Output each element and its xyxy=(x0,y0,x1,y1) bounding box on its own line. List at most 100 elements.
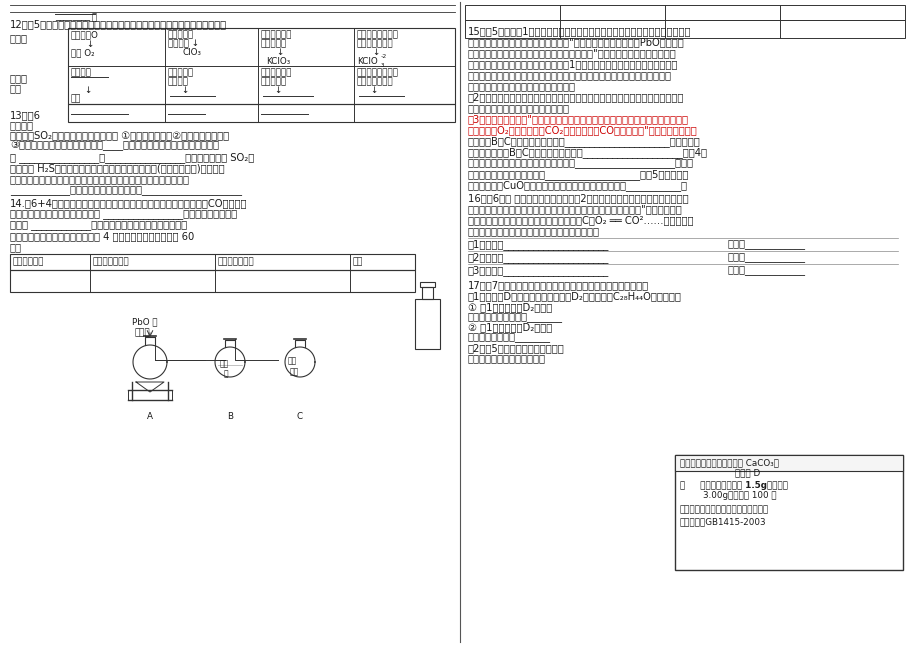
Text: 从环保角度考虑该实验装置有不足之处是____________________请你对: 从环保角度考虑该实验装置有不足之处是____________________请你… xyxy=(468,158,693,168)
Text: ↓: ↓ xyxy=(371,48,379,57)
Text: 践：: 践： xyxy=(10,83,22,93)
Text: （1）维生素D种类较多，其中维生素D₂的化学式为C₂₈H₄₄O，试计算：: （1）维生素D种类较多，其中维生素D₂的化学式为C₂₈H₄₄O，试计算： xyxy=(468,291,681,301)
Text: ________: ________ xyxy=(55,12,90,21)
Bar xyxy=(422,287,433,299)
Text: 在化学式中标注这: 在化学式中标注这 xyxy=(357,68,399,77)
Text: 一种元素: 一种元素 xyxy=(71,68,92,77)
Text: 17．（7分）某高钙片的标签如右，请仔细阅读后回答下列问题：: 17．（7分）某高钙片的标签如右，请仔细阅读后回答下列问题： xyxy=(468,280,649,290)
Text: 木炭粉: 木炭粉 xyxy=(135,328,151,337)
Text: （2）错误：_____________________: （2）错误：_____________________ xyxy=(468,252,608,263)
Text: ③亚硫酸钙和稀盐酸反应。你认为____最合适，其它两种不合适的理由分别: ③亚硫酸钙和稀盐酸反应。你认为____最合适，其它两种不合适的理由分别 xyxy=(10,141,219,151)
Text: 的原子团: 的原子团 xyxy=(168,77,188,86)
Bar xyxy=(675,455,902,570)
Text: PbO 和: PbO 和 xyxy=(131,317,157,326)
Text: 例如：____________: 例如：____________ xyxy=(727,252,805,262)
Text: 含有该原子团: 含有该原子团 xyxy=(261,30,292,39)
Text: 还原氧化铜的实验后，提出如下问题："木炭与氧化铅（化学式为PbO）反应生: 还原氧化铜的实验后，提出如下问题："木炭与氧化铅（化学式为PbO）反应生 xyxy=(468,37,684,47)
Text: B: B xyxy=(227,412,233,421)
Text: 该装置进行改进，具体措施是___________________。（5）根据上述: 该装置进行改进，具体措施是___________________。（5）根据上述 xyxy=(468,169,688,180)
Text: 含有该原子团: 含有该原子团 xyxy=(261,68,292,77)
Text: 。: 。 xyxy=(92,13,97,22)
Text: （3）错误：_____________________: （3）错误：_____________________ xyxy=(468,265,608,276)
Text: 的原子团 ↓: 的原子团 ↓ xyxy=(168,39,199,48)
Text: KClO₃: KClO₃ xyxy=(266,57,289,66)
Bar xyxy=(675,455,902,471)
Text: C: C xyxy=(297,412,302,421)
Text: -2: -2 xyxy=(380,54,387,59)
Bar xyxy=(464,20,904,38)
Text: 在化学式中标注这: 在化学式中标注这 xyxy=(357,30,399,39)
Text: 成铅的同时产生的气体一定全部是二氧化碳吗？"请你和他们一起对产物中气体: 成铅的同时产生的气体一定全部是二氧化碳吗？"请你和他们一起对产物中气体 xyxy=(468,48,676,58)
Bar xyxy=(464,5,904,20)
Text: 实验及木炭与CuO的反应，请你归纳出单质碳的一项用途___________。: 实验及木炭与CuO的反应，请你归纳出单质碳的一项用途___________。 xyxy=(468,180,687,191)
Text: 15．（5分）九（1）班化学兴趣小组成员张强、刘明和汪梅三同学在学习了木炭: 15．（5分）九（1）班化学兴趣小组成员张强、刘明和汪梅三同学在学习了木炭 xyxy=(468,26,691,36)
Text: 部是一氧化碳；刘明认为：反应产生的气体全部是二氧化碳；汪梅认为：反应: 部是一氧化碳；刘明认为：反应产生的气体全部是二氧化碳；汪梅认为：反应 xyxy=(468,70,671,80)
Text: 含有该元素: 含有该元素 xyxy=(168,30,194,39)
Text: 含     量：每片含碳酸钙 1.5g，每片重: 含 量：每片含碳酸钙 1.5g，每片重 xyxy=(679,481,788,490)
Text: 13．（6: 13．（6 xyxy=(10,110,41,120)
Text: 执行标准：GB1415-2003: 执行标准：GB1415-2003 xyxy=(679,517,766,526)
Text: 14.（6+4分）右图为一瓶无色气体，大家一起来探究。李军说可能是CO，闻闻就: 14.（6+4分）右图为一瓶无色气体，大家一起来探究。李军说可能是CO，闻闻就 xyxy=(10,198,247,208)
Text: 猜想正确，装置B、C中的实验现象分别是____________________。（4）: 猜想正确，装置B、C中的实验现象分别是____________________。… xyxy=(468,147,708,158)
Text: （1）错误：_____________________: （1）错误：_____________________ xyxy=(468,239,608,250)
Text: 维生素 D: 维生素 D xyxy=(734,468,759,477)
Text: 室要制取SO₂，小明查阅资料收集方案 ①硫在氧气中燃烧②亚硫酸钙高温分解: 室要制取SO₂，小明查阅资料收集方案 ①硫在氧气中燃烧②亚硫酸钙高温分解 xyxy=(10,130,229,140)
Text: （2）设计实验：根据各自的猜想，他们共同设计了实验，实验装置如图（他们在: （2）设计实验：根据各自的猜想，他们共同设计了实验，实验装置如图（他们在 xyxy=(468,92,684,102)
Text: ↓: ↓ xyxy=(84,86,91,95)
Text: 鸡血: 鸡血 xyxy=(289,367,299,376)
Text: 的一种物质: 的一种物质 xyxy=(261,39,287,48)
Text: 12．（5分）小强同学在学校化学晚会上进行化学用语接龙活动，我也来参与。: 12．（5分）小强同学在学校化学晚会上进行化学用语接龙活动，我也来参与。 xyxy=(10,19,227,29)
Text: 例如：____________: 例如：____________ xyxy=(727,239,805,249)
Text: 程式的时候，经常忘记写反应条件，例如：C＋O₂ ══ CO²……你在书写化: 程式的时候，经常忘记写反应条件，例如：C＋O₂ ══ CO²……你在书写化 xyxy=(468,215,693,225)
Text: 的一种物质: 的一种物质 xyxy=(261,77,287,86)
Text: 子、氢原子的个数比：_______: 子、氢原子的个数比：_______ xyxy=(468,312,562,322)
Text: 例如：____________: 例如：____________ xyxy=(727,265,805,275)
Text: 主要成分：碳酸钙（化学式 CaCO₃）: 主要成分：碳酸钙（化学式 CaCO₃） xyxy=(679,458,778,467)
Text: ↓: ↓ xyxy=(276,48,283,57)
Text: ____________，写出该反应的化学方程式____________________: ____________，写出该反应的化学方程式________________… xyxy=(10,185,242,195)
Text: 新鲜: 新鲜 xyxy=(288,356,297,365)
Text: 另取一瓶 H₂S，将两瓶气体口对口放置，抽出玻璃片(此时两瓶相通)，可观察: 另取一瓶 H₂S，将两瓶气体口对口放置，抽出玻璃片(此时两瓶相通)，可观察 xyxy=(10,163,224,173)
Bar xyxy=(68,28,455,104)
Text: 我的实: 我的实 xyxy=(10,73,28,83)
Text: 学方程式时有过错误吗？请举出不同形式的三例：: 学方程式时有过错误吗？请举出不同形式的三例： xyxy=(468,226,599,236)
Text: ↓: ↓ xyxy=(369,86,377,95)
Text: 含有该元素: 含有该元素 xyxy=(168,68,194,77)
Text: 可能看到的现象: 可能看到的现象 xyxy=(218,257,255,266)
Text: 鸡血。它遇O₂呈鲜红色，遇CO₂呈暗红色，遇CO呈胭脂红。"）如果张强猜想正: 鸡血。它遇O₂呈鲜红色，遇CO₂呈暗红色，遇CO呈胭脂红。"）如果张强猜想正 xyxy=(468,125,697,135)
Text: 种元素的化合价: 种元素的化合价 xyxy=(357,77,393,86)
Bar xyxy=(10,254,414,270)
Text: （3）现象与结论：（"实验中所用的新鲜鸡血是指先加入抗凝剂，再用水稀释后的: （3）现象与结论：（"实验中所用的新鲜鸡血是指先加入抗凝剂，再用水稀释后的 xyxy=(468,114,688,124)
Text: 验证方法及操作: 验证方法及操作 xyxy=(93,257,130,266)
Text: 学方程式的讨论，各位同学根据同学所犯的错误，王同学的发言是"我在写化学方: 学方程式的讨论，各位同学根据同学所犯的错误，王同学的发言是"我在写化学方 xyxy=(468,204,682,214)
Text: 一种元素O: 一种元素O xyxy=(71,30,98,39)
Bar xyxy=(414,299,439,349)
Text: （2）（5分）采用图要探究该钙片: （2）（5分）采用图要探究该钙片 xyxy=(468,343,564,353)
Text: 16．（6分） 学完化学方程式后，九（2）班化学兴趣小组开展如何正确书写化: 16．（6分） 学完化学方程式后，九（2）班化学兴趣小组开展如何正确书写化 xyxy=(468,193,688,203)
Bar xyxy=(68,104,455,122)
Text: 食用方法：每日一次，每次一片，嚼食: 食用方法：每日一次，每次一片，嚼食 xyxy=(679,505,768,514)
Text: ↓: ↓ xyxy=(274,86,281,95)
Text: 实验中进行了规范操作和细致的观察）: 实验中进行了规范操作和细致的观察） xyxy=(468,103,570,113)
Text: 知道。小华马上说不可能，理由是 ________________。验证方法也不对，: 知道。小华马上说不可能，理由是 ________________。验证方法也不对… xyxy=(10,209,237,219)
Text: 是 ________________，________________。现收集到一瓶 SO₂，: 是 ________________，________________。现收集到… xyxy=(10,152,254,163)
Text: 分）: 分） xyxy=(10,242,22,252)
Text: 水: 水 xyxy=(223,369,229,378)
Text: 石灰: 石灰 xyxy=(220,359,229,368)
Text: 3.00g，每瓶共 100 片: 3.00g，每瓶共 100 片 xyxy=(702,491,776,500)
Text: ① （1分）维生素D₂中碳原: ① （1分）维生素D₂中碳原 xyxy=(468,302,551,312)
Bar xyxy=(420,282,435,287)
Text: 分）实验: 分）实验 xyxy=(10,120,34,130)
Text: 种元素的化合价: 种元素的化合价 xyxy=(357,39,393,48)
Text: 的主要成分碳酸钙的含量是否: 的主要成分碳酸钙的含量是否 xyxy=(468,353,545,363)
Text: ↓: ↓ xyxy=(85,40,93,49)
Text: 假设（猜想）: 假设（猜想） xyxy=(13,257,44,266)
Text: A: A xyxy=(147,412,153,421)
Text: 理由是 ____________。你认为可能是什么气体，完成下表: 理由是 ____________。你认为可能是什么气体，完成下表 xyxy=(10,220,187,230)
Text: （至少写一种，再多写一种可能加 4 分，化学试卷总分不超过 60: （至少写一种，再多写一种可能加 4 分，化学试卷总分不超过 60 xyxy=(10,231,194,241)
Text: KClO: KClO xyxy=(357,57,378,66)
Text: 单质: 单质 xyxy=(71,94,82,103)
Text: ClO₃: ClO₃ xyxy=(183,48,202,57)
Text: 产生的气体既有二氧化碳又有一氧化碳。: 产生的气体既有二氧化碳又有一氧化碳。 xyxy=(468,81,575,91)
Text: ② （1分）维生素D₂中氢、: ② （1分）维生素D₂中氢、 xyxy=(468,322,551,332)
